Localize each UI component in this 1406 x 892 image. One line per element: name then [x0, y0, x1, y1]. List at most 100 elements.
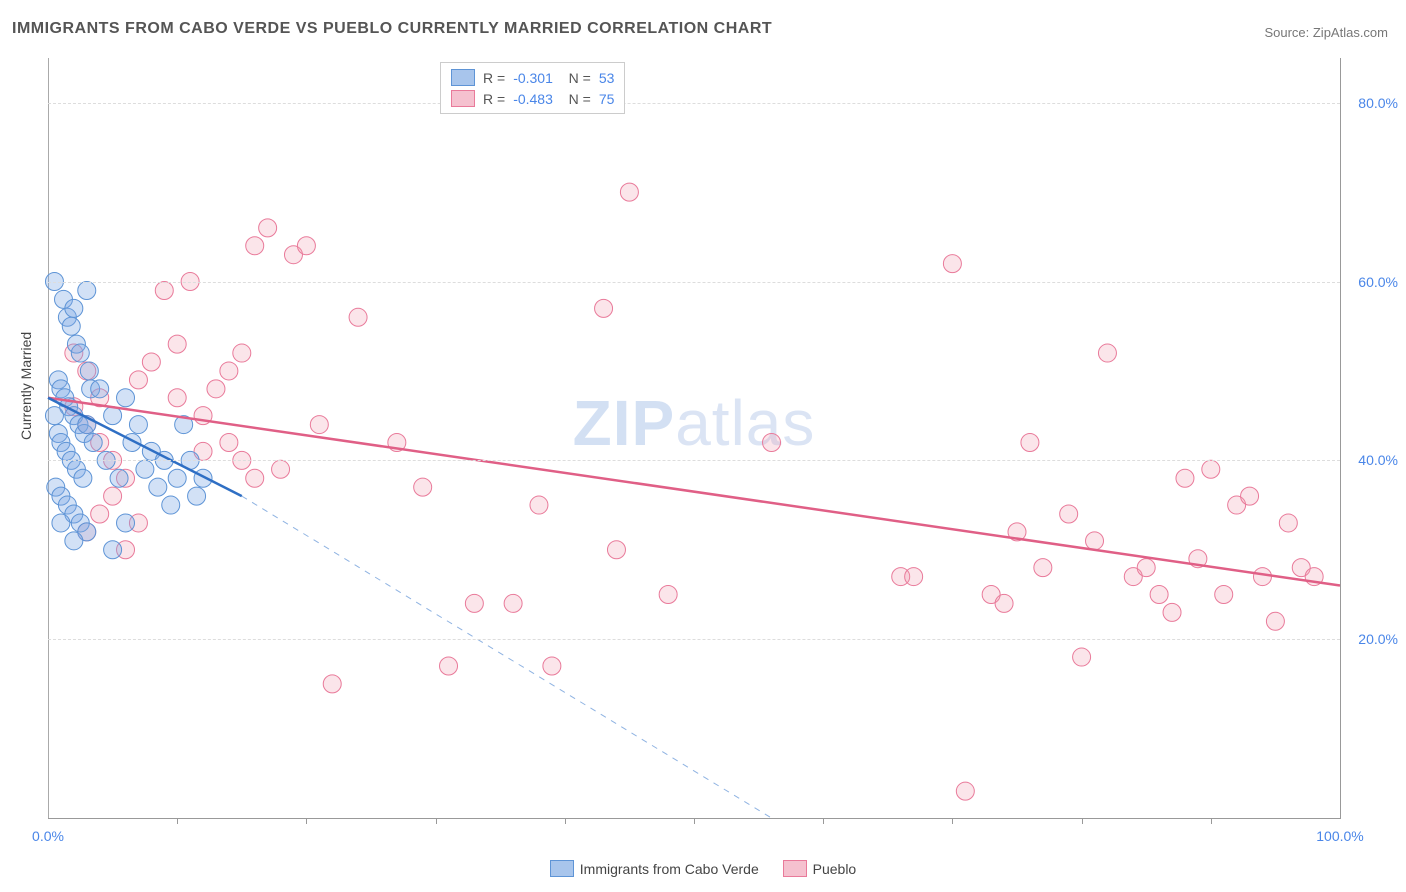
- data-point: [1150, 585, 1168, 603]
- data-point: [65, 299, 83, 317]
- data-point: [543, 657, 561, 675]
- data-point: [91, 380, 109, 398]
- data-point: [607, 541, 625, 559]
- source-attribution: Source: ZipAtlas.com: [1264, 25, 1388, 40]
- x-tick: [177, 818, 178, 824]
- gridline-h: [48, 282, 1340, 283]
- y-tick-label: 20.0%: [1358, 631, 1398, 647]
- data-point: [659, 585, 677, 603]
- x-tick: [952, 818, 953, 824]
- data-point: [323, 675, 341, 693]
- data-point: [84, 433, 102, 451]
- r-value-1: -0.301: [513, 70, 553, 86]
- data-point: [78, 281, 96, 299]
- x-tick-label: 100.0%: [1316, 828, 1363, 844]
- n-value-2: 75: [599, 91, 615, 107]
- gridline-h: [48, 103, 1340, 104]
- data-point: [168, 335, 186, 353]
- legend-bottom: Immigrants from Cabo Verde Pueblo: [0, 860, 1406, 880]
- y-axis-title: Currently Married: [18, 332, 34, 440]
- data-point: [52, 514, 70, 532]
- legend-item-2: Pueblo: [783, 860, 857, 877]
- data-point: [117, 389, 135, 407]
- data-point: [1176, 469, 1194, 487]
- data-point: [246, 237, 264, 255]
- data-point: [440, 657, 458, 675]
- data-point: [71, 344, 89, 362]
- data-point: [1086, 532, 1104, 550]
- data-point: [149, 478, 167, 496]
- trend-line: [48, 398, 1340, 586]
- data-point: [595, 299, 613, 317]
- legend-bottom-swatch-2: [783, 860, 807, 877]
- data-point: [310, 416, 328, 434]
- legend-swatch-series1: [451, 69, 475, 86]
- data-point: [1060, 505, 1078, 523]
- r-label-1: R =: [483, 70, 505, 86]
- data-point: [297, 237, 315, 255]
- legend-row-series1: R = -0.301 N = 53: [451, 67, 614, 88]
- data-point: [104, 487, 122, 505]
- data-point: [995, 594, 1013, 612]
- data-point: [1034, 559, 1052, 577]
- data-point: [117, 514, 135, 532]
- data-point: [259, 219, 277, 237]
- source-name: ZipAtlas.com: [1313, 25, 1388, 40]
- data-point: [620, 183, 638, 201]
- data-point: [168, 469, 186, 487]
- plot-area: ZIPatlas 20.0%40.0%60.0%80.0%0.0%100.0%: [48, 58, 1341, 819]
- data-point: [1137, 559, 1155, 577]
- trend-line: [242, 496, 772, 818]
- legend-bottom-swatch-1: [550, 860, 574, 877]
- legend-bottom-label-2: Pueblo: [813, 861, 857, 877]
- data-point: [1215, 585, 1233, 603]
- data-point: [465, 594, 483, 612]
- data-point: [80, 362, 98, 380]
- x-tick: [1211, 818, 1212, 824]
- data-point: [142, 353, 160, 371]
- data-point: [62, 317, 80, 335]
- chart-title: IMMIGRANTS FROM CABO VERDE VS PUEBLO CUR…: [12, 20, 772, 38]
- x-tick: [306, 818, 307, 824]
- data-point: [65, 532, 83, 550]
- data-point: [504, 594, 522, 612]
- data-point: [162, 496, 180, 514]
- data-point: [207, 380, 225, 398]
- data-point: [1163, 603, 1181, 621]
- data-point: [349, 308, 367, 326]
- data-point: [1241, 487, 1259, 505]
- r-label-2: R =: [483, 91, 505, 107]
- data-point: [1098, 344, 1116, 362]
- x-tick: [1082, 818, 1083, 824]
- data-point: [246, 469, 264, 487]
- data-point: [91, 505, 109, 523]
- data-point: [74, 469, 92, 487]
- data-point: [905, 568, 923, 586]
- gridline-h: [48, 460, 1340, 461]
- data-point: [45, 407, 63, 425]
- data-point: [943, 255, 961, 273]
- data-point: [220, 362, 238, 380]
- n-value-1: 53: [599, 70, 615, 86]
- plot-svg: [48, 58, 1340, 818]
- n-label-2: N =: [561, 91, 591, 107]
- legend-row-series2: R = -0.483 N = 75: [451, 88, 614, 109]
- y-tick-label: 60.0%: [1358, 274, 1398, 290]
- legend-item-1: Immigrants from Cabo Verde: [550, 860, 759, 877]
- data-point: [1073, 648, 1091, 666]
- data-point: [136, 460, 154, 478]
- data-point: [129, 371, 147, 389]
- legend-stats-box: R = -0.301 N = 53 R = -0.483 N = 75: [440, 62, 625, 114]
- data-point: [155, 281, 173, 299]
- x-tick: [823, 818, 824, 824]
- data-point: [1253, 568, 1271, 586]
- data-point: [956, 782, 974, 800]
- x-tick: [694, 818, 695, 824]
- data-point: [1266, 612, 1284, 630]
- gridline-h: [48, 639, 1340, 640]
- x-tick: [565, 818, 566, 824]
- r-value-2: -0.483: [513, 91, 553, 107]
- data-point: [104, 541, 122, 559]
- data-point: [104, 407, 122, 425]
- data-point: [272, 460, 290, 478]
